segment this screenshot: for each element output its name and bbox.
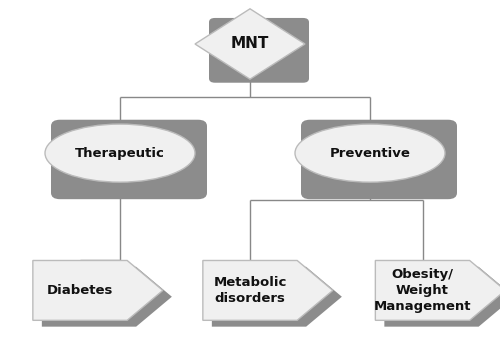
- Text: Therapeutic: Therapeutic: [75, 147, 165, 159]
- Polygon shape: [195, 9, 305, 79]
- FancyBboxPatch shape: [51, 120, 207, 199]
- Polygon shape: [384, 267, 500, 327]
- Polygon shape: [203, 260, 333, 320]
- Polygon shape: [33, 260, 163, 320]
- Ellipse shape: [295, 124, 445, 182]
- Ellipse shape: [45, 124, 195, 182]
- Text: Obesity/
Weight
Management: Obesity/ Weight Management: [374, 268, 471, 313]
- Text: Metabolic
disorders: Metabolic disorders: [214, 276, 286, 305]
- FancyBboxPatch shape: [209, 18, 309, 83]
- Polygon shape: [376, 260, 500, 320]
- Polygon shape: [42, 267, 172, 327]
- Polygon shape: [212, 267, 342, 327]
- FancyBboxPatch shape: [301, 120, 457, 199]
- Text: Preventive: Preventive: [330, 147, 410, 159]
- Text: Diabetes: Diabetes: [47, 284, 113, 297]
- Text: MNT: MNT: [231, 37, 269, 51]
